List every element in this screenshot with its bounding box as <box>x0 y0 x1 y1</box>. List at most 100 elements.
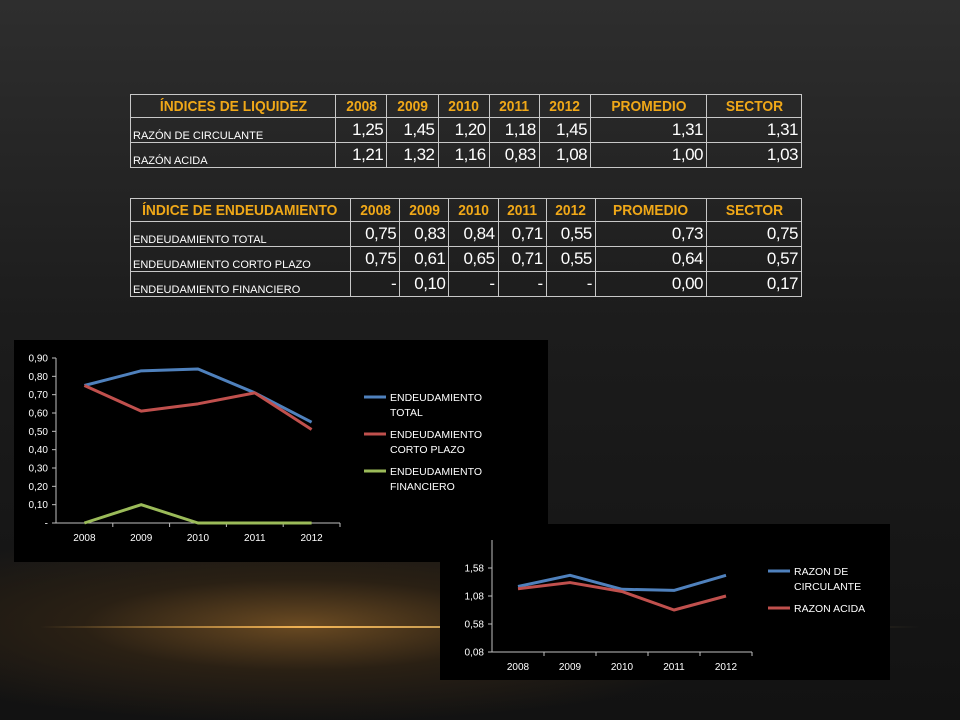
liquidity-table: ÍNDICES DE LIQUIDEZ 2008 2009 2010 2011 … <box>130 94 802 168</box>
y-tick-label: 0,10 <box>29 500 49 511</box>
y-tick-label: 1,08 <box>465 592 485 603</box>
table-row: ENDEUDAMIENTO TOTAL 0,75 0,83 0,84 0,71 … <box>130 221 802 247</box>
y-tick-label: 1,58 <box>465 564 485 575</box>
table-cell: 0,73 <box>594 221 708 247</box>
table-cell: 1,03 <box>706 142 802 168</box>
table-cell: 0,75 <box>349 246 401 272</box>
debt-table: ÍNDICE DE ENDEUDAMIENTO 2008 2009 2010 2… <box>130 198 802 297</box>
table-header-cell: SECTOR <box>709 198 799 222</box>
x-tick-label: 2008 <box>507 662 530 673</box>
table-cell: 0,71 <box>497 221 547 247</box>
table-cell: 1,25 <box>334 117 388 143</box>
table-header-cell: PROMEDIO <box>594 94 703 118</box>
y-tick-label: 0,20 <box>29 482 49 493</box>
table-header-cell: 2011 <box>499 198 545 222</box>
table-cell: 0,64 <box>594 246 708 272</box>
x-tick-label: 2011 <box>244 533 266 544</box>
table-header-cell: ÍNDICES DE LIQUIDEZ <box>138 94 328 118</box>
table-cell: 0,10 <box>399 271 450 297</box>
table-row: ENDEUDAMIENTO CORTO PLAZO 0,75 0,61 0,65… <box>130 246 802 272</box>
table-cell: - <box>448 271 499 297</box>
table-cell: - <box>545 271 596 297</box>
table-cell: 0,55 <box>545 221 596 247</box>
table-cell: 1,08 <box>538 142 592 168</box>
series-line-2 <box>83 503 312 525</box>
table-cell: 0,71 <box>497 246 547 272</box>
y-tick-label: 0,08 <box>465 648 485 659</box>
x-tick-label: 2008 <box>73 533 96 544</box>
table-header-cell: 2008 <box>352 198 399 222</box>
x-tick-label: 2009 <box>559 662 582 673</box>
table-cell: 0,17 <box>706 271 802 297</box>
legend-label: ENDEUDAMIENTO <box>390 466 482 478</box>
y-tick-label: 0,40 <box>29 445 49 456</box>
table-cell: 0,83 <box>399 221 450 247</box>
x-tick-label: 2012 <box>715 662 738 673</box>
row-label: ENDEUDAMIENTO FINANCIERO <box>130 271 351 297</box>
legend-label: RAZON ACIDA <box>794 603 865 615</box>
x-tick-label: 2009 <box>130 533 153 544</box>
table-header-cell: 2010 <box>439 94 488 118</box>
table-row: RAZÓN DE CIRCULANTE 1,25 1,45 1,20 1,18 … <box>130 117 802 143</box>
table-cell: 0,75 <box>349 221 401 247</box>
x-tick-label: 2010 <box>187 533 210 544</box>
y-tick-label: 0,70 <box>29 390 49 401</box>
y-tick-label: 0,30 <box>29 464 49 475</box>
y-tick-label: - <box>45 519 48 530</box>
table-cell: 0,65 <box>448 246 499 272</box>
table-header-cell: PROMEDIO <box>599 198 703 222</box>
table-header-cell: 2011 <box>490 94 538 118</box>
x-tick-label: 2012 <box>300 533 323 544</box>
row-label: ENDEUDAMIENTO TOTAL <box>130 221 351 247</box>
series-line-0 <box>84 367 313 424</box>
table-header-cell: 2009 <box>401 198 448 222</box>
y-tick-label: 0,50 <box>29 427 49 438</box>
debt-chart-svg: - 0,10 0,20 0,30 0,40 0,50 0,60 0,70 0,80 0,90 200… <box>29 354 482 545</box>
table-row: ENDEUDAMIENTO FINANCIERO - 0,10 - - - 0,… <box>130 271 802 297</box>
table-cell: 0,57 <box>706 246 802 272</box>
legend-label: ENDEUDAMIENTO <box>390 392 482 404</box>
table-header-cell: 2012 <box>547 198 594 222</box>
legend-label: ENDEUDAMIENTO <box>390 429 482 441</box>
table-cell: 1,32 <box>386 142 439 168</box>
y-tick-label: 0,90 <box>29 354 49 365</box>
legend-label: FINANCIERO <box>390 481 455 493</box>
table-cell: 0,00 <box>594 271 708 297</box>
row-label: RAZÓN ACIDA <box>130 142 336 168</box>
table-header-cell: SECTOR <box>709 94 799 118</box>
legend-label: RAZON DE <box>794 566 848 578</box>
table-cell: 1,45 <box>538 117 592 143</box>
legend-label: CIRCULANTE <box>794 581 861 593</box>
table-cell: 1,00 <box>590 142 707 168</box>
table-cell: 1,16 <box>437 142 490 168</box>
y-tick-label: 0,58 <box>465 620 485 631</box>
table-cell: 0,55 <box>545 246 596 272</box>
table-cell: 1,21 <box>334 142 388 168</box>
table-cell: 0,84 <box>448 221 499 247</box>
table-cell: 1,31 <box>706 117 802 143</box>
liquidity-chart-svg: 0,08 0,58 1,08 1,58 2008 2009 2010 2011 2012 RAZO… <box>465 540 865 673</box>
liquidity-line-chart: 0,08 0,58 1,08 1,58 2008 2009 2010 2011 2012 RAZO… <box>440 524 890 680</box>
table-header-cell: 2010 <box>450 198 497 222</box>
table-cell: 0,83 <box>488 142 540 168</box>
table-cell: 1,20 <box>437 117 490 143</box>
table-cell: 0,75 <box>706 221 802 247</box>
table-cell: 1,31 <box>590 117 707 143</box>
series-line-1 <box>83 384 313 431</box>
table-row: RAZÓN ACIDA 1,21 1,32 1,16 0,83 1,08 1,0… <box>130 142 802 168</box>
table-header-row: ÍNDICES DE LIQUIDEZ 2008 2009 2010 2011 … <box>131 94 802 118</box>
series-line-1 <box>517 581 727 612</box>
y-tick-label: 0,60 <box>29 409 49 420</box>
table-cell: 1,45 <box>386 117 439 143</box>
y-tick-label: 0,80 <box>29 372 49 383</box>
table-header-cell: 2012 <box>540 94 590 118</box>
legend-label: CORTO PLAZO <box>390 444 465 456</box>
table-cell: 0,61 <box>399 246 450 272</box>
x-tick-label: 2011 <box>663 662 685 673</box>
table-header-cell: ÍNDICE DE ENDEUDAMIENTO <box>138 198 343 222</box>
table-header-row: ÍNDICE DE ENDEUDAMIENTO 2008 2009 2010 2… <box>131 198 802 222</box>
table-cell: - <box>349 271 401 297</box>
x-tick-label: 2010 <box>611 662 634 673</box>
series-line-0 <box>517 573 727 592</box>
row-label: RAZÓN DE CIRCULANTE <box>130 117 336 143</box>
